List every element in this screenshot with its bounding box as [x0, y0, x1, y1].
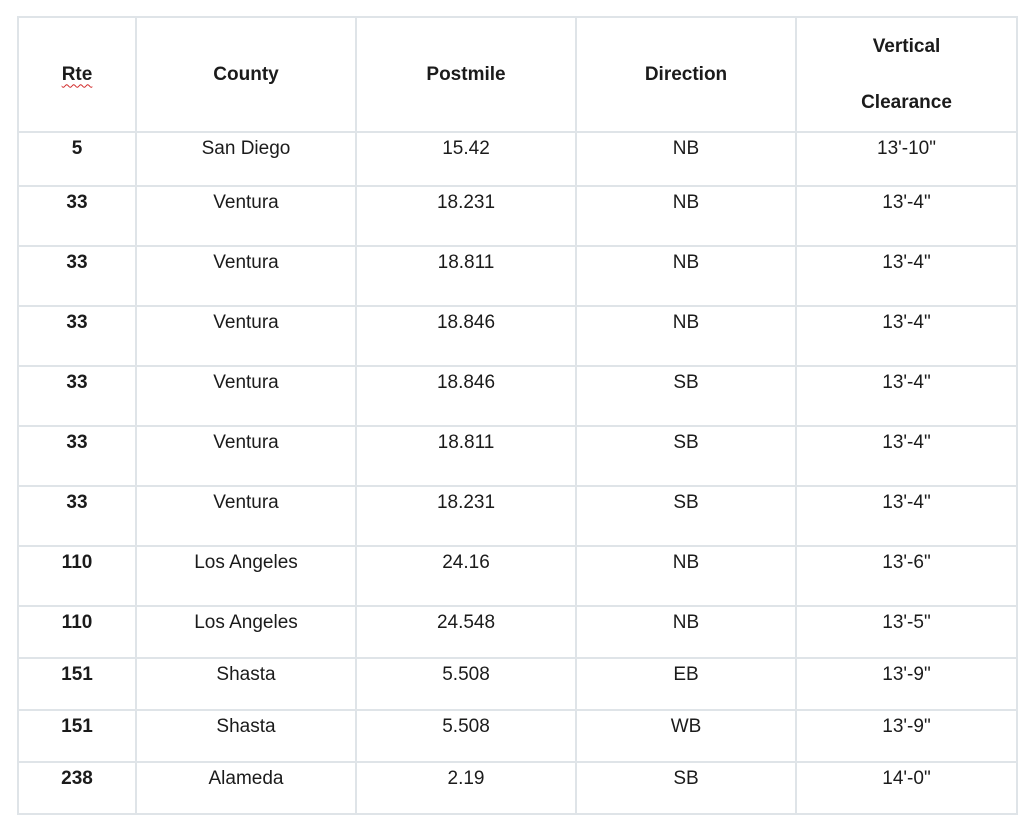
- cell-rte: 151: [17, 657, 137, 711]
- table-row: 151 Shasta 5.508 WB 13'-9": [17, 709, 1018, 763]
- cell-county: Shasta: [135, 709, 357, 763]
- header-vertical-clearance: Vertical Clearance: [795, 16, 1018, 133]
- header-rte: Rte: [17, 16, 137, 133]
- cell-rte: 110: [17, 545, 137, 607]
- table-row: 110 Los Angeles 24.548 NB 13'-5": [17, 605, 1018, 659]
- cell-clearance: 13'-4": [795, 245, 1018, 307]
- table-row: 33 Ventura 18.231 SB 13'-4": [17, 485, 1018, 547]
- cell-direction: SB: [575, 365, 797, 427]
- cell-postmile: 18.846: [355, 365, 577, 427]
- cell-rte: 33: [17, 425, 137, 487]
- cell-clearance: 13'-4": [795, 425, 1018, 487]
- cell-rte: 110: [17, 605, 137, 659]
- table-row: 33 Ventura 18.231 NB 13'-4": [17, 185, 1018, 247]
- cell-rte: 33: [17, 245, 137, 307]
- cell-rte: 5: [17, 131, 137, 187]
- cell-direction: NB: [575, 131, 797, 187]
- clearance-table: Rte County Postmile Direction Vertical C…: [17, 16, 1018, 815]
- cell-direction: SB: [575, 425, 797, 487]
- cell-county: San Diego: [135, 131, 357, 187]
- cell-direction: NB: [575, 305, 797, 367]
- cell-county: Ventura: [135, 185, 357, 247]
- cell-rte: 151: [17, 709, 137, 763]
- cell-direction: NB: [575, 185, 797, 247]
- table-row: 33 Ventura 18.811 SB 13'-4": [17, 425, 1018, 487]
- cell-county: Alameda: [135, 761, 357, 815]
- cell-clearance: 13'-4": [795, 185, 1018, 247]
- table-row: 110 Los Angeles 24.16 NB 13'-6": [17, 545, 1018, 607]
- cell-clearance: 13'-10": [795, 131, 1018, 187]
- table-row: 238 Alameda 2.19 SB 14'-0": [17, 761, 1018, 815]
- cell-postmile: 5.508: [355, 709, 577, 763]
- cell-direction: WB: [575, 709, 797, 763]
- cell-clearance: 14'-0": [795, 761, 1018, 815]
- cell-postmile: 18.231: [355, 485, 577, 547]
- cell-clearance: 13'-5": [795, 605, 1018, 659]
- cell-postmile: 24.16: [355, 545, 577, 607]
- cell-rte: 238: [17, 761, 137, 815]
- cell-clearance: 13'-6": [795, 545, 1018, 607]
- table-row: 151 Shasta 5.508 EB 13'-9": [17, 657, 1018, 711]
- cell-clearance: 13'-9": [795, 657, 1018, 711]
- cell-clearance: 13'-4": [795, 485, 1018, 547]
- cell-postmile: 5.508: [355, 657, 577, 711]
- header-rte-label: Rte: [61, 63, 93, 85]
- cell-clearance: 13'-4": [795, 305, 1018, 367]
- table-row: 33 Ventura 18.846 SB 13'-4": [17, 365, 1018, 427]
- cell-postmile: 15.42: [355, 131, 577, 187]
- header-row: Rte County Postmile Direction Vertical C…: [17, 16, 1018, 133]
- cell-rte: 33: [17, 485, 137, 547]
- cell-county: Los Angeles: [135, 545, 357, 607]
- header-clearance-line1: Vertical: [872, 35, 941, 57]
- table-row: 33 Ventura 18.811 NB 13'-4": [17, 245, 1018, 307]
- cell-postmile: 18.811: [355, 425, 577, 487]
- cell-clearance: 13'-4": [795, 365, 1018, 427]
- cell-rte: 33: [17, 365, 137, 427]
- cell-rte: 33: [17, 305, 137, 367]
- cell-postmile: 24.548: [355, 605, 577, 659]
- cell-county: Los Angeles: [135, 605, 357, 659]
- cell-direction: NB: [575, 545, 797, 607]
- cell-county: Ventura: [135, 365, 357, 427]
- cell-direction: NB: [575, 245, 797, 307]
- cell-clearance: 13'-9": [795, 709, 1018, 763]
- table-row: 5 San Diego 15.42 NB 13'-10": [17, 131, 1018, 187]
- cell-county: Ventura: [135, 485, 357, 547]
- cell-direction: SB: [575, 485, 797, 547]
- cell-county: Shasta: [135, 657, 357, 711]
- cell-postmile: 18.811: [355, 245, 577, 307]
- header-direction: Direction: [575, 16, 797, 133]
- cell-direction: SB: [575, 761, 797, 815]
- table-row: 33 Ventura 18.846 NB 13'-4": [17, 305, 1018, 367]
- cell-direction: NB: [575, 605, 797, 659]
- cell-postmile: 18.231: [355, 185, 577, 247]
- cell-county: Ventura: [135, 305, 357, 367]
- cell-postmile: 18.846: [355, 305, 577, 367]
- clearance-table-container: Rte County Postmile Direction Vertical C…: [17, 16, 1018, 815]
- cell-rte: 33: [17, 185, 137, 247]
- cell-direction: EB: [575, 657, 797, 711]
- header-postmile: Postmile: [355, 16, 577, 133]
- header-clearance-line2: Clearance: [861, 91, 952, 113]
- cell-postmile: 2.19: [355, 761, 577, 815]
- cell-county: Ventura: [135, 245, 357, 307]
- cell-county: Ventura: [135, 425, 357, 487]
- header-county: County: [135, 16, 357, 133]
